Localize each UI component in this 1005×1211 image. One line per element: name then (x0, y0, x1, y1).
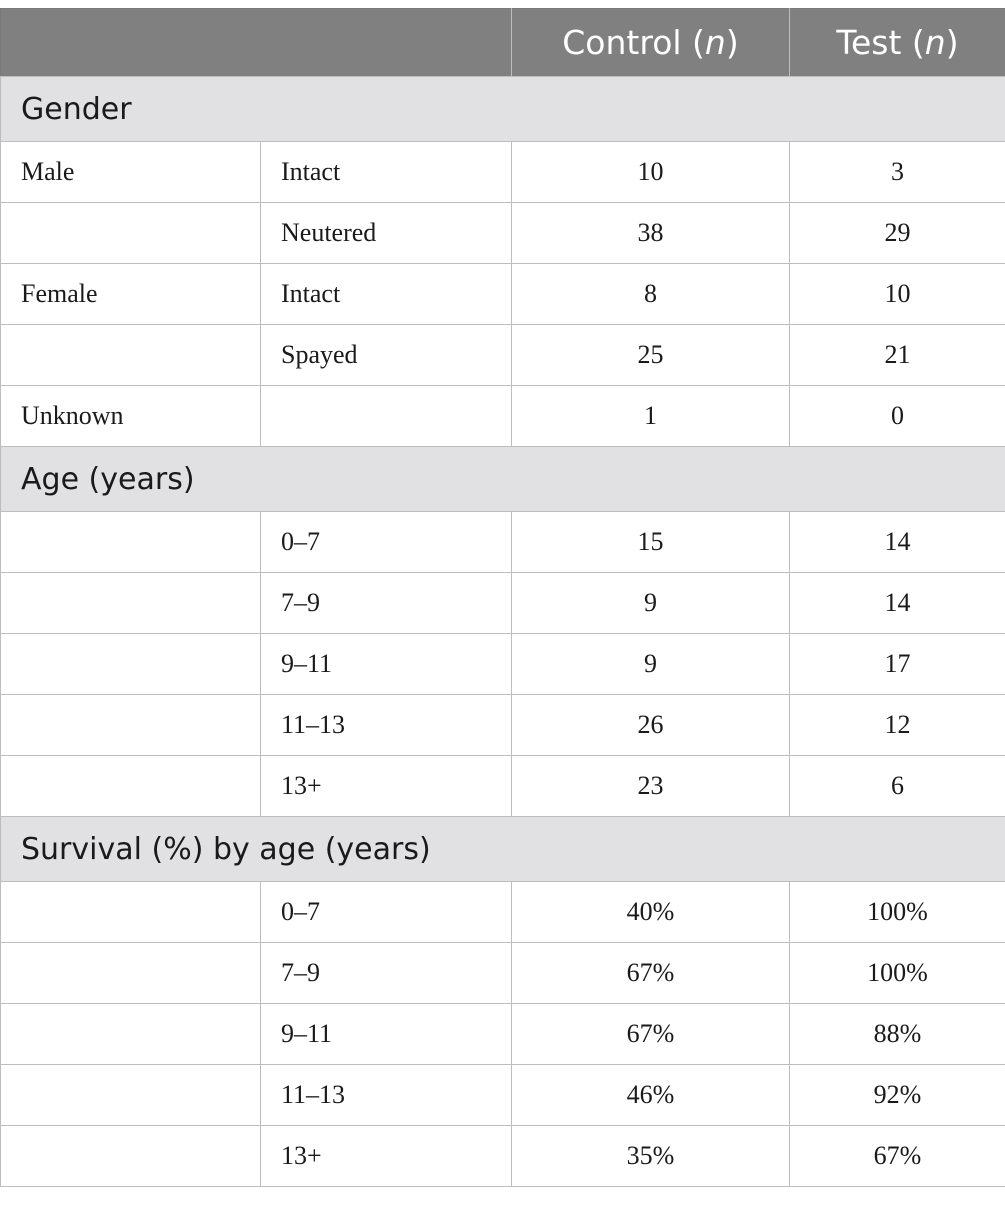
test-cell: 21 (789, 324, 1005, 386)
control-cell: 26 (511, 694, 790, 756)
header-row: Control (n) Test (n) (0, 8, 1005, 77)
header-group-cell (0, 8, 261, 77)
control-cell: 46% (511, 1064, 790, 1126)
control-cell: 1 (511, 385, 790, 447)
group-cell (0, 694, 261, 756)
subgroup-cell: 0–7 (260, 511, 512, 573)
test-cell: 0 (789, 385, 1005, 447)
table-row: Female Intact 8 10 (0, 263, 1005, 325)
subgroup-cell: Neutered (260, 202, 512, 264)
table-row: 13+ 35% 67% (0, 1125, 1005, 1187)
control-cell: 9 (511, 572, 790, 634)
subgroup-cell: 7–9 (260, 572, 512, 634)
subgroup-cell: Intact (260, 263, 512, 325)
section-title: Gender (0, 76, 1005, 142)
header-control-close: ) (725, 23, 739, 62)
section-title: Age (years) (0, 446, 1005, 512)
control-cell: 9 (511, 633, 790, 695)
control-cell: 38 (511, 202, 790, 264)
control-cell: 40% (511, 881, 790, 943)
header-test-label: Test ( (836, 23, 925, 62)
table-row: Unknown 1 0 (0, 385, 1005, 447)
test-cell: 88% (789, 1003, 1005, 1065)
test-cell: 3 (789, 141, 1005, 203)
table-row: Male Intact 10 3 (0, 141, 1005, 203)
subgroup-cell: 7–9 (260, 942, 512, 1004)
subgroup-cell: Spayed (260, 324, 512, 386)
subgroup-cell: 9–11 (260, 633, 512, 695)
control-cell: 8 (511, 263, 790, 325)
table-row: 11–13 46% 92% (0, 1064, 1005, 1126)
header-control-label: Control ( (562, 23, 705, 62)
group-cell (0, 1003, 261, 1065)
control-cell: 15 (511, 511, 790, 573)
table-row: 9–11 9 17 (0, 633, 1005, 695)
subgroup-cell: 13+ (260, 1125, 512, 1187)
header-subgroup-cell (260, 8, 512, 77)
test-cell: 100% (789, 881, 1005, 943)
table-row: 0–7 40% 100% (0, 881, 1005, 943)
table-body: Gender Male Intact 10 3 Neutered 38 29 F… (0, 76, 1005, 1187)
control-cell: 25 (511, 324, 790, 386)
subgroup-cell: Intact (260, 141, 512, 203)
test-cell: 92% (789, 1064, 1005, 1126)
test-cell: 14 (789, 572, 1005, 634)
table-header: Control (n) Test (n) (0, 8, 1005, 77)
table-row: 13+ 23 6 (0, 755, 1005, 817)
group-cell (0, 633, 261, 695)
section-row-survival: Survival (%) by age (years) (0, 816, 1005, 882)
subgroup-cell (260, 385, 512, 447)
table-row: Spayed 25 21 (0, 324, 1005, 386)
table-row: 0–7 15 14 (0, 511, 1005, 573)
group-cell (0, 1064, 261, 1126)
group-cell: Unknown (0, 385, 261, 447)
subgroup-cell: 13+ (260, 755, 512, 817)
section-row-age: Age (years) (0, 446, 1005, 512)
test-cell: 17 (789, 633, 1005, 695)
header-control: Control (n) (511, 8, 790, 77)
group-cell (0, 1125, 261, 1187)
group-cell (0, 755, 261, 817)
test-cell: 12 (789, 694, 1005, 756)
table-row: 7–9 67% 100% (0, 942, 1005, 1004)
control-cell: 67% (511, 942, 790, 1004)
group-cell (0, 511, 261, 573)
table-row: 11–13 26 12 (0, 694, 1005, 756)
group-cell (0, 881, 261, 943)
header-test-n: n (924, 23, 946, 62)
test-cell: 10 (789, 263, 1005, 325)
section-title: Survival (%) by age (years) (0, 816, 1005, 882)
control-cell: 35% (511, 1125, 790, 1187)
section-row-gender: Gender (0, 76, 1005, 142)
control-cell: 23 (511, 755, 790, 817)
subgroup-cell: 11–13 (260, 1064, 512, 1126)
test-cell: 100% (789, 942, 1005, 1004)
test-cell: 14 (789, 511, 1005, 573)
subgroup-cell: 0–7 (260, 881, 512, 943)
table-row: Neutered 38 29 (0, 202, 1005, 264)
header-control-n: n (704, 23, 726, 62)
group-cell: Male (0, 141, 261, 203)
subgroup-cell: 9–11 (260, 1003, 512, 1065)
subgroup-cell: 11–13 (260, 694, 512, 756)
header-test: Test (n) (789, 8, 1005, 77)
group-cell (0, 942, 261, 1004)
data-table: Control (n) Test (n) Gender Male Intact … (0, 8, 1005, 1187)
header-test-close: ) (945, 23, 959, 62)
group-cell: Female (0, 263, 261, 325)
control-cell: 10 (511, 141, 790, 203)
group-cell (0, 202, 261, 264)
test-cell: 29 (789, 202, 1005, 264)
test-cell: 67% (789, 1125, 1005, 1187)
group-cell (0, 324, 261, 386)
group-cell (0, 572, 261, 634)
control-cell: 67% (511, 1003, 790, 1065)
table-row: 9–11 67% 88% (0, 1003, 1005, 1065)
table-row: 7–9 9 14 (0, 572, 1005, 634)
test-cell: 6 (789, 755, 1005, 817)
